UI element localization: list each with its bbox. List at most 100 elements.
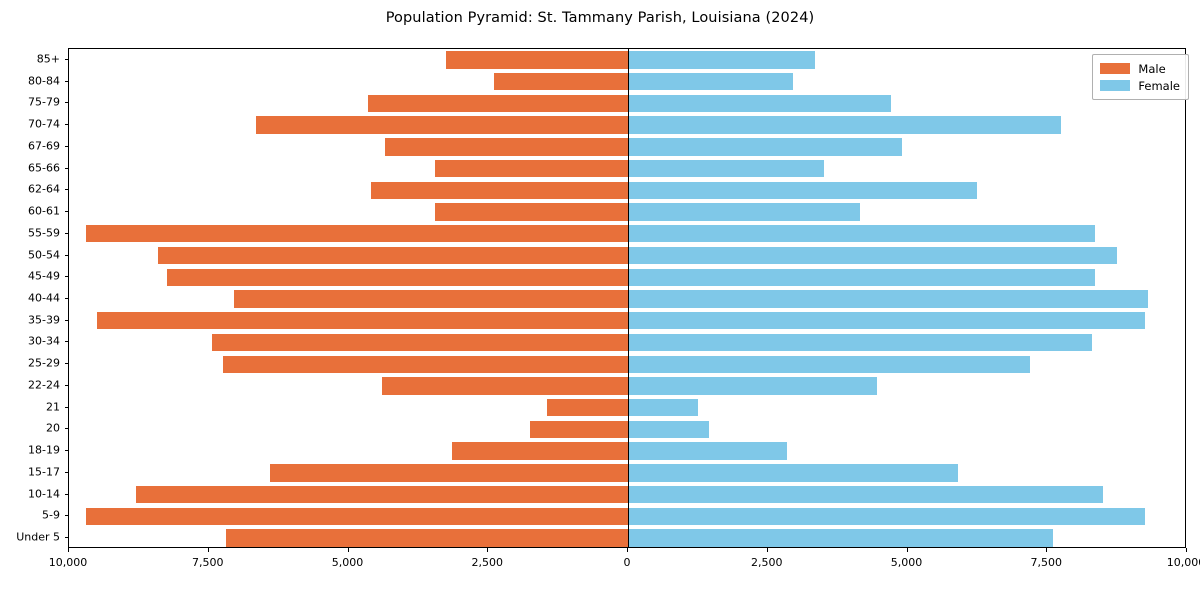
- y-axis-tick: [64, 341, 68, 343]
- x-axis-tick-label: 7,500: [1030, 556, 1063, 569]
- y-axis-tick-label: 22-24: [28, 378, 60, 392]
- y-axis-tick-label: Under 5: [16, 530, 60, 544]
- y-axis-tick: [64, 145, 68, 147]
- y-axis-tick: [64, 319, 68, 321]
- bar-female-under-5: [628, 529, 1053, 547]
- x-axis-tick-label: 10,000: [48, 556, 88, 569]
- y-axis-tick: [64, 189, 68, 191]
- bar-male-80-84: [493, 72, 628, 91]
- y-axis-tick-label: 55-59: [28, 226, 60, 240]
- y-axis-tick: [64, 102, 68, 104]
- legend-label-male: Male: [1138, 61, 1166, 76]
- bar-male-40-44: [233, 290, 628, 308]
- x-axis-tick-label: 2,500: [751, 556, 783, 569]
- bar-male-22-24: [382, 377, 628, 395]
- bar-male-70-74: [256, 116, 628, 134]
- bar-male-18-19: [451, 442, 628, 460]
- bar-male-35-39: [96, 312, 628, 330]
- bar-female-10-14: [628, 485, 1104, 504]
- bar-male-75-79: [368, 94, 628, 113]
- bar-female-30-34: [628, 333, 1092, 352]
- bar-male-55-59: [85, 225, 628, 243]
- legend-label-female: Female: [1138, 78, 1180, 93]
- y-axis-tick-label: 10-14: [28, 487, 60, 501]
- bar-male-5-9: [85, 507, 628, 526]
- bar-row: [69, 333, 1185, 352]
- bar-row: [69, 246, 1185, 265]
- y-axis-tick: [64, 537, 68, 539]
- x-axis-tick: [347, 548, 349, 552]
- bar-female-65-66: [628, 159, 824, 178]
- y-axis-tick-label: 70-74: [28, 117, 60, 131]
- bar-male-60-61: [435, 203, 628, 221]
- bar-row: [69, 290, 1185, 308]
- x-axis-tick: [906, 548, 908, 552]
- y-axis-tick-label: 40-44: [28, 291, 60, 305]
- bar-row: [69, 138, 1185, 156]
- bar-male-50-54: [158, 246, 628, 265]
- y-axis-tick: [64, 211, 68, 213]
- bar-female-5-9: [628, 507, 1146, 526]
- bar-row: [69, 507, 1185, 526]
- x-axis-tick: [1046, 548, 1048, 552]
- x-axis-tick-label: 5,000: [331, 556, 364, 569]
- bar-male-15-17: [270, 464, 628, 482]
- plot-area: [68, 48, 1186, 548]
- bar-female-35-39: [628, 312, 1146, 330]
- bar-male-30-34: [211, 333, 628, 352]
- y-axis-tick-label: 50-54: [28, 248, 60, 262]
- y-axis-tick: [64, 124, 68, 126]
- y-axis-tick-label: 75-79: [28, 95, 60, 109]
- y-axis-tick-label: 35-39: [28, 313, 60, 327]
- x-axis-tick: [487, 548, 489, 552]
- y-axis-tick: [64, 493, 68, 495]
- y-axis-tick: [64, 232, 68, 234]
- y-axis-tick: [64, 276, 68, 278]
- bar-female-62-64: [628, 181, 978, 199]
- bar-row: [69, 420, 1185, 439]
- y-axis-tick-label: 65-66: [28, 161, 60, 175]
- bar-male-45-49: [166, 268, 628, 286]
- x-axis-tick-label: 5,000: [890, 556, 923, 569]
- legend-entry-male: Male: [1100, 60, 1180, 77]
- y-axis-tick-label: 25-29: [28, 356, 60, 370]
- bar-male-25-29: [222, 355, 628, 373]
- bar-male-62-64: [370, 181, 628, 199]
- bar-female-80-84: [628, 72, 793, 91]
- x-axis-tick-label: 10,000: [1166, 556, 1200, 569]
- bars-layer: [69, 49, 1185, 547]
- y-axis-tick: [64, 167, 68, 169]
- x-axis-tick: [627, 548, 628, 552]
- y-axis-tick: [64, 254, 68, 256]
- bar-row: [69, 442, 1185, 460]
- y-axis-tick: [64, 471, 68, 473]
- bar-male-65-66: [435, 159, 628, 178]
- y-axis-tick: [64, 515, 68, 517]
- y-axis-tick: [64, 298, 68, 299]
- y-axis-tick-label: 18-19: [28, 443, 60, 457]
- bar-row: [69, 181, 1185, 199]
- x-axis-tick: [766, 548, 768, 552]
- bar-row: [69, 312, 1185, 330]
- bar-male-21: [546, 399, 628, 417]
- bar-male-under-5: [225, 529, 628, 547]
- bar-female-67-69: [628, 138, 902, 156]
- y-axis: 85+ 80-84 75-79 70-74 67-69 65-66 62-64 60-61 55…: [0, 48, 68, 548]
- x-axis-tick-label: 2,500: [471, 556, 504, 569]
- bar-female-50-54: [628, 246, 1118, 265]
- bar-row: [69, 159, 1185, 178]
- bar-row: [69, 94, 1185, 113]
- x-axis-tick-label: 7,500: [192, 556, 224, 569]
- bar-row: [69, 268, 1185, 286]
- y-axis-tick-label: 20: [46, 421, 60, 435]
- chart-title: Population Pyramid: St. Tammany Parish, …: [385, 10, 815, 26]
- bar-female-22-24: [628, 377, 877, 395]
- y-axis-tick-label: 62-64: [28, 182, 60, 196]
- bar-row: [69, 485, 1185, 504]
- bar-row: [69, 72, 1185, 91]
- bar-female-85-: [628, 51, 816, 69]
- bar-male-20: [530, 420, 628, 439]
- bar-female-18-19: [628, 442, 788, 460]
- bar-row: [69, 225, 1185, 243]
- bar-female-25-29: [628, 355, 1031, 373]
